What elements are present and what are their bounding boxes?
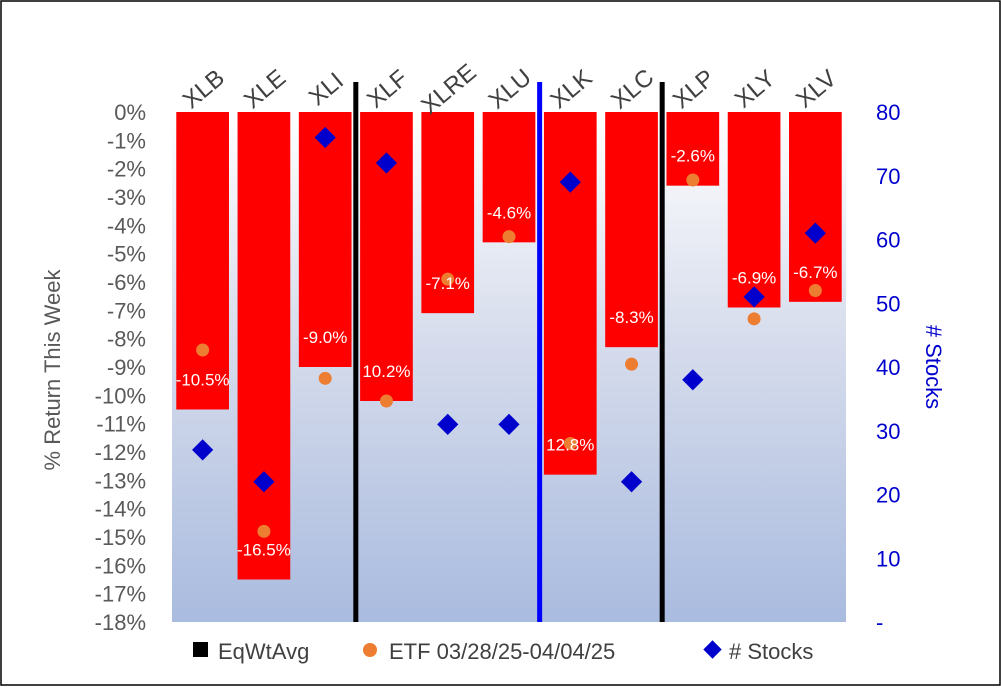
bar-value-label: -6.9% xyxy=(732,269,776,288)
y-tick-label: -14% xyxy=(95,497,146,522)
bar-xlb xyxy=(176,112,229,410)
y2-axis-title: # Stocks xyxy=(921,325,946,409)
y-tick-label: -12% xyxy=(95,440,146,465)
etf-point xyxy=(257,524,271,538)
bar-value-label: -2.6% xyxy=(671,147,715,166)
y-tick-label: -3% xyxy=(107,185,146,210)
etf-point xyxy=(502,230,516,244)
bar-xlk xyxy=(543,112,597,475)
bar-xlc xyxy=(605,112,658,348)
legend-swatch-stocks xyxy=(703,640,722,659)
y2-tick-label: 70 xyxy=(876,164,900,189)
legend: EqWtAvg ETF 03/28/25-04/04/25 # Stocks xyxy=(193,639,813,664)
y-tick-label: -13% xyxy=(95,468,146,493)
bar-xlu xyxy=(482,112,536,243)
bar-value-label: 12.8% xyxy=(546,436,594,455)
y2-tick-label: 20 xyxy=(876,483,900,508)
legend-label-etf: ETF 03/28/25-04/04/25 xyxy=(389,639,615,664)
y-axis-title: % Return This Week xyxy=(40,269,65,471)
stocks-point xyxy=(620,471,643,493)
bar-value-label: -7.1% xyxy=(426,274,470,293)
etf-point xyxy=(318,371,332,385)
bar-xly xyxy=(727,112,781,308)
y-tick-label: -17% xyxy=(95,582,146,607)
legend-swatch-eqwtavg xyxy=(193,642,208,657)
y-tick-label: -8% xyxy=(107,327,146,352)
legend-label-stocks: # Stocks xyxy=(729,639,813,664)
y-tick-label: -5% xyxy=(107,242,146,267)
etf-point xyxy=(379,394,393,408)
y-tick-label: 0% xyxy=(114,100,146,125)
y-tick-label: -18% xyxy=(95,610,146,635)
y-tick-label: -2% xyxy=(107,157,146,182)
stocks-point xyxy=(743,286,765,308)
bar-value-label: -9.0% xyxy=(303,328,347,347)
bar-value-label: -10.5% xyxy=(176,371,230,390)
y-tick-label: -16% xyxy=(95,553,146,578)
bar-xlp xyxy=(666,112,720,186)
legend-swatch-etf xyxy=(363,643,377,657)
y-tick-label: -1% xyxy=(107,128,146,153)
y2-tick-label: 80 xyxy=(876,100,900,125)
etf-point xyxy=(808,284,822,297)
bar-value-label: -16.5% xyxy=(237,541,291,560)
bar-value-label: 10.2% xyxy=(362,362,410,381)
etf-point xyxy=(686,173,700,187)
y-tick-label: -11% xyxy=(96,412,146,437)
y-tick-label: -7% xyxy=(107,298,146,323)
y2-tick-label: 10 xyxy=(876,546,900,571)
etf-point xyxy=(625,357,639,371)
etf-point xyxy=(441,272,455,286)
y2-tick-label: 50 xyxy=(876,291,900,316)
y-tick-label: -6% xyxy=(107,270,146,295)
y2-tick-label: 40 xyxy=(876,355,900,380)
y-tick-label: -15% xyxy=(95,525,146,550)
bar-labels-layer: -10.5% -16.5% -9.0% 10.2% -7.1% -4.6% 12.8% -8.… xyxy=(176,147,838,560)
divider-lines xyxy=(353,82,665,622)
etf-point xyxy=(563,437,577,450)
etf-point xyxy=(196,343,210,357)
y2-axis-ticks: - 10 20 30 40 50 60 70 80 xyxy=(876,100,900,635)
etf-point xyxy=(747,312,761,326)
stocks-point xyxy=(804,222,826,244)
bar-value-label: -4.6% xyxy=(487,203,531,222)
y-axis-ticks: 0% -1% -2% -3% -4% -5% -6% -7% -8% -9% -10% -11% -12… xyxy=(95,100,146,635)
etf-points-layer xyxy=(196,173,822,538)
y2-tick-label: 60 xyxy=(876,228,900,253)
y-tick-label: -9% xyxy=(107,355,146,380)
y2-tick-label: - xyxy=(876,610,883,635)
bar-value-label: -6.7% xyxy=(793,263,837,282)
bar-xli xyxy=(298,112,352,367)
stocks-point xyxy=(682,369,704,391)
stocks-point xyxy=(559,171,581,193)
bar-xle xyxy=(237,112,291,580)
bar-value-label: -8.3% xyxy=(609,308,653,327)
y-tick-label: -4% xyxy=(107,213,146,238)
y2-tick-label: 30 xyxy=(876,419,900,444)
bar-xlv xyxy=(789,112,842,302)
legend-label-eqwtavg: EqWtAvg xyxy=(218,639,309,664)
y-tick-label: -10% xyxy=(95,383,146,408)
